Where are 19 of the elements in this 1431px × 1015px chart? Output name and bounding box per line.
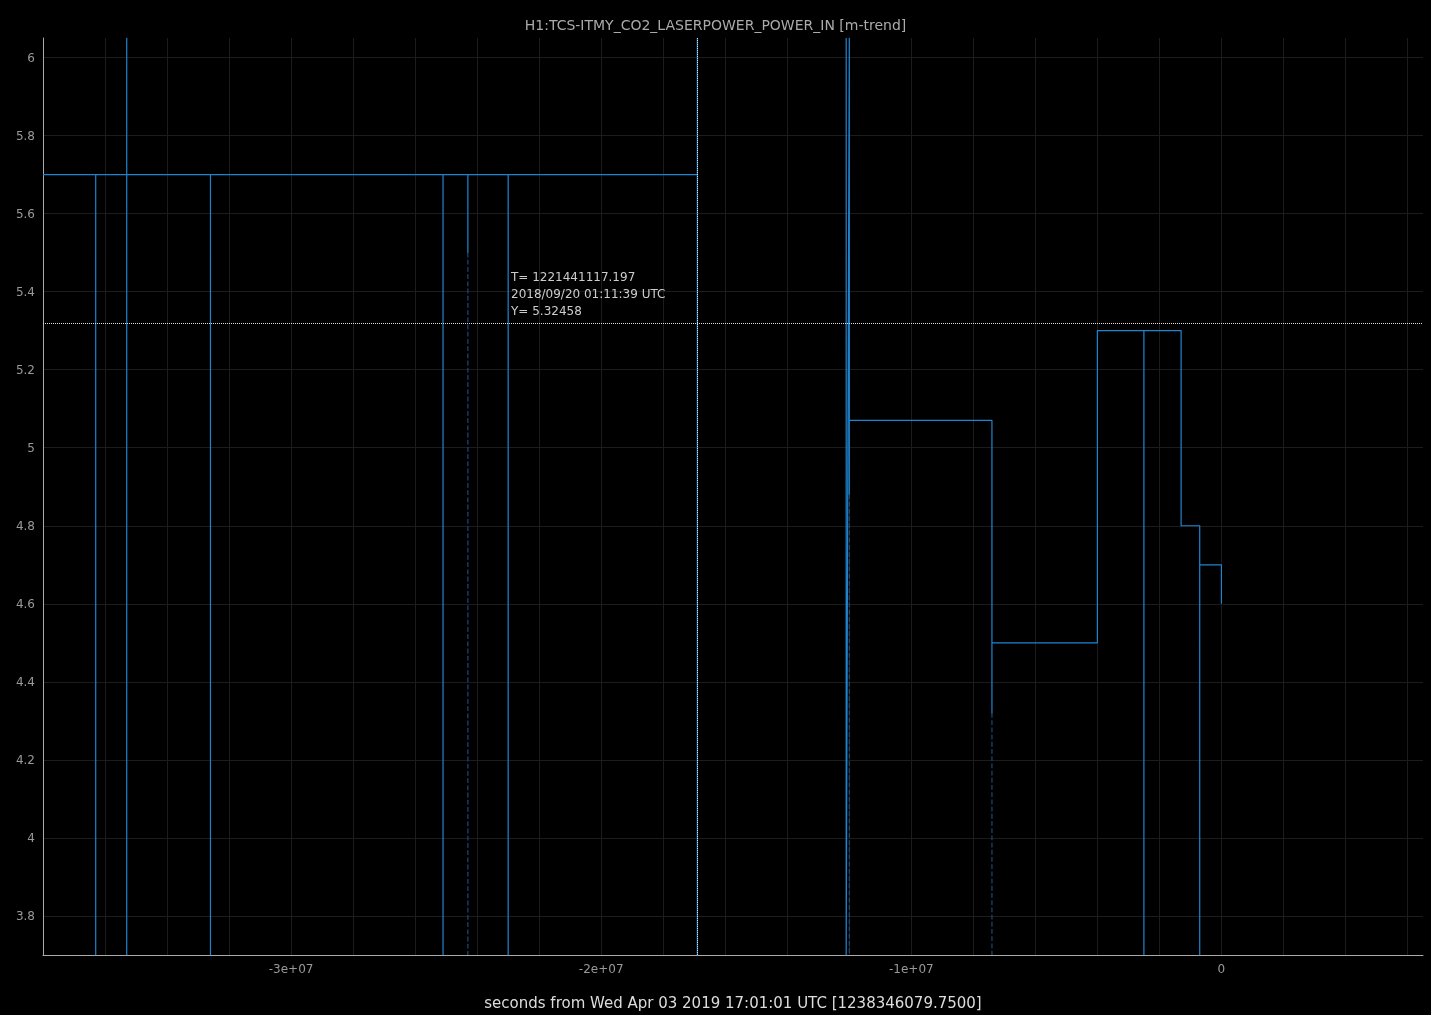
- y-tick-label: 4.6: [15, 596, 35, 611]
- y-tick-label: 4: [27, 830, 35, 845]
- x-tick-label: -3e+07: [268, 962, 314, 976]
- x-tick-label: 0: [1217, 962, 1226, 976]
- y-tick-label: 3.8: [15, 908, 35, 923]
- y-tick-label: 5.8: [15, 128, 35, 143]
- y-tick-label: 6: [27, 50, 35, 65]
- y-tick-label: 5.6: [15, 206, 35, 221]
- annotation: T= 1221441117.197 2018/09/20 01:11:39 UTC Y= 5.32458: [510, 269, 666, 318]
- chart-title: H1:TCS-ITMY_CO2_LASERPOWER_POWER_IN [m-trend]: [524, 17, 907, 33]
- y-tick-label: 5: [27, 440, 35, 455]
- y-tick-label: 4.8: [15, 518, 35, 533]
- y-tick-label: 5.4: [15, 284, 35, 299]
- y-tick-label: 4.2: [15, 752, 35, 767]
- x-tick-label: -2e+07: [578, 962, 624, 976]
- y-tick-label: 4.4: [15, 674, 35, 689]
- x-axis-title: seconds from Wed Apr 03 2019 17:01:01 UTC [1238346079.7500]: [484, 993, 982, 1012]
- x-tick-label: -1e+07: [888, 962, 934, 976]
- y-tick-label: 5.2: [15, 362, 35, 377]
